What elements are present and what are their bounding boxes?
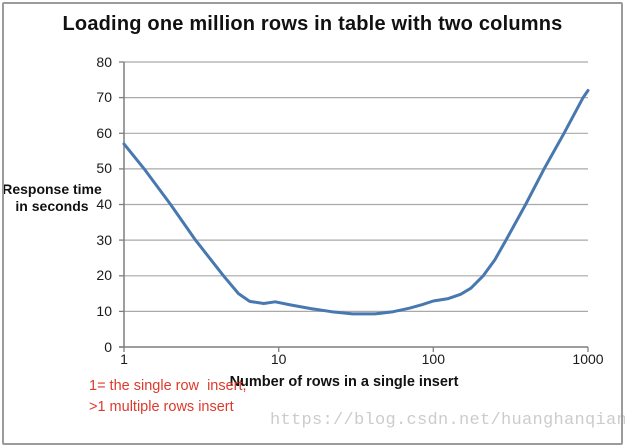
y-tick-label-70: 70 [96, 89, 112, 106]
y-tick-label-80: 80 [96, 53, 112, 70]
x-axis-title: Number of rows in a single insert [229, 374, 459, 390]
watermark-url: https://blog.csdn.net/huanghanqian [270, 411, 625, 430]
chart-title: Loading one million rows in table with t… [62, 13, 563, 35]
y-tick-label-50: 50 [96, 160, 112, 177]
x-tick-label-100: 100 [421, 351, 445, 367]
y-tick-label-20: 20 [96, 267, 112, 284]
y-axis-title-line2: in seconds [15, 198, 89, 214]
y-tick-label-60: 60 [96, 124, 112, 141]
y-axis-title-line1: Response time [2, 181, 102, 197]
annotation-note: 1= the single row insert, >1 multiple ro… [89, 376, 247, 417]
y-tick-label-30: 30 [96, 231, 112, 248]
annotation-line2: >1 multiple rows insert [89, 398, 234, 415]
response-time-line [122, 89, 590, 316]
x-tick-label-1: 1 [120, 351, 128, 367]
x-tick-label-1000: 1000 [572, 351, 604, 367]
y-tick-label-0: 0 [104, 338, 112, 355]
annotation-line1: 1= the single row insert, [89, 378, 247, 394]
x-tick-label-10: 10 [270, 351, 287, 367]
y-axis-title: Response time in seconds [2, 181, 102, 215]
y-tick-label-10: 10 [96, 302, 112, 319]
y-tick-label-40: 40 [96, 196, 112, 212]
